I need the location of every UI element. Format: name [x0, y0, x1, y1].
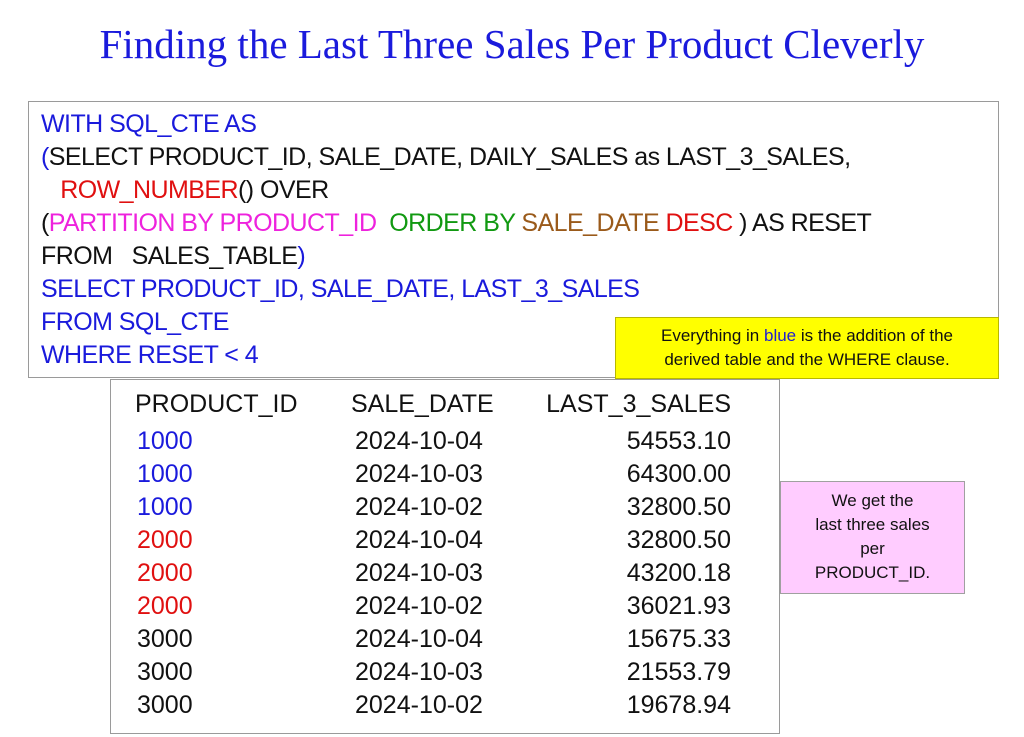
result-table: PRODUCT_ID SALE_DATE LAST_3_SALES 1000 20…	[110, 379, 780, 734]
cell-sale-date: 2024-10-03	[355, 559, 483, 587]
blue-explanation-note: Everything in blue is the addition of th…	[615, 317, 999, 379]
code-segment: SELECT PRODUCT_ID, SALE_DATE, LAST_3_SAL…	[41, 275, 640, 303]
cell-sale-date: 2024-10-03	[355, 658, 483, 686]
cell-sale-date: 2024-10-02	[355, 592, 483, 620]
code-segment: FROM SALES_TABLE	[41, 242, 298, 270]
table-row: 1000 2024-10-04 54553.10	[111, 425, 779, 458]
cell-sale-date: 2024-10-02	[355, 493, 483, 521]
cell-sale-date: 2024-10-04	[355, 625, 483, 653]
code-segment: WHERE RESET < 4	[41, 341, 259, 369]
sql-code-box: WITH SQL_CTE AS (SELECT PRODUCT_ID, SALE_…	[28, 101, 999, 378]
note-text: derived table and the WHERE clause.	[664, 350, 950, 369]
note-text: Everything in	[660, 326, 764, 345]
cell-last-3-sales: 43200.18	[626, 559, 731, 587]
code-line: ROW_NUMBER() OVER	[41, 174, 871, 207]
sql-code: WITH SQL_CTE AS (SELECT PRODUCT_ID, SALE_…	[41, 108, 872, 372]
cell-product-id: 1000	[137, 427, 193, 455]
code-segment: (	[41, 143, 49, 171]
code-segment: (	[41, 209, 49, 237]
table-row: 3000 2024-10-03 21553.79	[111, 656, 779, 689]
cell-last-3-sales: 21553.79	[626, 658, 731, 686]
code-line: WHERE RESET < 4	[41, 339, 871, 372]
note-text: is the addition of the	[796, 326, 954, 345]
note-text: last three sales	[815, 515, 930, 534]
cell-product-id: 1000	[137, 460, 193, 488]
note-text: We get the	[831, 491, 914, 510]
cell-sale-date: 2024-10-03	[355, 460, 483, 488]
table-header: PRODUCT_ID SALE_DATE LAST_3_SALES	[111, 388, 779, 421]
code-line: FROM SALES_TABLE)	[41, 240, 871, 273]
table-row: 3000 2024-10-02 19678.94	[111, 689, 779, 722]
table-row: 1000 2024-10-03 64300.00	[111, 458, 779, 491]
slide-title: Finding the Last Three Sales Per Product…	[99, 21, 925, 67]
table-row: 1000 2024-10-02 32800.50	[111, 491, 779, 524]
table-row: 3000 2024-10-04 15675.33	[111, 623, 779, 656]
cell-last-3-sales: 15675.33	[626, 625, 731, 653]
code-segment: ORDER BY	[389, 209, 522, 237]
cell-product-id: 1000	[137, 493, 193, 521]
code-segment	[41, 176, 60, 204]
cell-product-id: 3000	[137, 625, 193, 653]
code-segment: FROM SQL_CTE	[41, 308, 229, 336]
code-segment: )	[297, 242, 306, 270]
header-sale-date: SALE_DATE	[351, 390, 494, 418]
code-segment: () OVER	[238, 176, 329, 204]
table-row: 2000 2024-10-04 32800.50	[111, 524, 779, 557]
note-text: PRODUCT_ID.	[814, 563, 931, 582]
note-blue-word: blue	[763, 326, 797, 345]
code-segment: SALE_DATE	[521, 209, 666, 237]
code-line: WITH SQL_CTE AS	[41, 108, 871, 141]
cell-product-id: 3000	[137, 691, 193, 719]
cell-sale-date: 2024-10-04	[355, 427, 483, 455]
header-last-3-sales: LAST_3_SALES	[546, 390, 731, 418]
cell-last-3-sales: 32800.50	[626, 526, 731, 554]
header-product-id: PRODUCT_ID	[135, 390, 298, 418]
result-explanation-note: We get the last three sales per PRODUCT_…	[780, 481, 965, 594]
cell-product-id: 2000	[137, 526, 193, 554]
cell-last-3-sales: 32800.50	[626, 493, 731, 521]
cell-product-id: 2000	[137, 559, 193, 587]
code-segment: ROW_NUMBER	[60, 176, 239, 204]
cell-sale-date: 2024-10-04	[355, 526, 483, 554]
table-row: 2000 2024-10-02 36021.93	[111, 590, 779, 623]
code-segment: PARTITION BY PRODUCT_ID	[48, 209, 390, 237]
code-segment: WITH SQL_CTE AS	[41, 110, 257, 138]
cell-last-3-sales: 19678.94	[626, 691, 731, 719]
cell-last-3-sales: 36021.93	[626, 592, 731, 620]
code-line: FROM SQL_CTE	[41, 306, 871, 339]
code-line: (PARTITION BY PRODUCT_ID ORDER BY SALE_D…	[41, 207, 872, 240]
code-segment: SELECT PRODUCT_ID, SALE_DATE, DAILY_SALE…	[48, 143, 851, 171]
cell-product-id: 2000	[137, 592, 193, 620]
table-row: 2000 2024-10-03 43200.18	[111, 557, 779, 590]
cell-product-id: 3000	[137, 658, 193, 686]
code-line: SELECT PRODUCT_ID, SALE_DATE, LAST_3_SAL…	[41, 273, 871, 306]
code-segment: ) AS RESET	[739, 209, 872, 237]
cell-last-3-sales: 54553.10	[626, 427, 731, 455]
code-segment: DESC	[665, 209, 740, 237]
note-text: per	[860, 539, 885, 558]
code-line: (SELECT PRODUCT_ID, SALE_DATE, DAILY_SAL…	[41, 141, 871, 174]
cell-sale-date: 2024-10-02	[355, 691, 483, 719]
cell-last-3-sales: 64300.00	[626, 460, 731, 488]
